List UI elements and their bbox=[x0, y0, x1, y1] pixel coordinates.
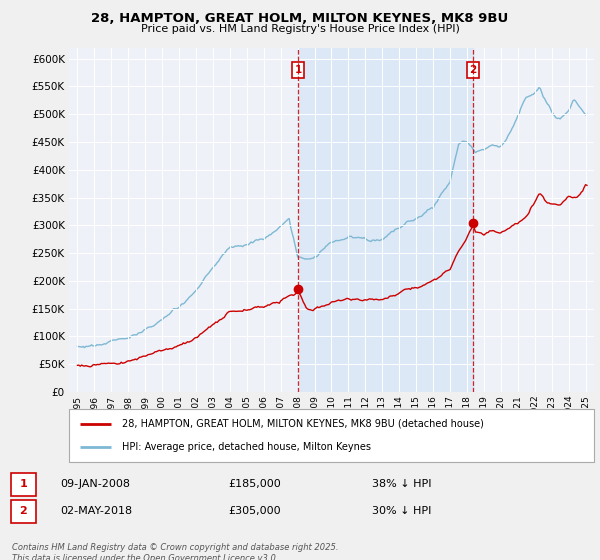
FancyBboxPatch shape bbox=[69, 409, 594, 462]
Text: Price paid vs. HM Land Registry's House Price Index (HPI): Price paid vs. HM Land Registry's House … bbox=[140, 24, 460, 34]
Text: 1: 1 bbox=[20, 479, 27, 489]
Text: Contains HM Land Registry data © Crown copyright and database right 2025.
This d: Contains HM Land Registry data © Crown c… bbox=[12, 543, 338, 560]
Text: £305,000: £305,000 bbox=[228, 506, 281, 516]
Text: 1: 1 bbox=[295, 65, 302, 75]
Text: 02-MAY-2018: 02-MAY-2018 bbox=[60, 506, 132, 516]
Text: 2: 2 bbox=[470, 65, 477, 75]
Text: 38% ↓ HPI: 38% ↓ HPI bbox=[372, 479, 431, 489]
Bar bbox=[298, 48, 473, 392]
Text: 28, HAMPTON, GREAT HOLM, MILTON KEYNES, MK8 9BU: 28, HAMPTON, GREAT HOLM, MILTON KEYNES, … bbox=[91, 12, 509, 25]
Text: HPI: Average price, detached house, Milton Keynes: HPI: Average price, detached house, Milt… bbox=[121, 442, 371, 452]
Text: 30% ↓ HPI: 30% ↓ HPI bbox=[372, 506, 431, 516]
Text: 28, HAMPTON, GREAT HOLM, MILTON KEYNES, MK8 9BU (detached house): 28, HAMPTON, GREAT HOLM, MILTON KEYNES, … bbox=[121, 419, 484, 429]
Text: 2: 2 bbox=[20, 506, 27, 516]
Text: £185,000: £185,000 bbox=[228, 479, 281, 489]
Text: 09-JAN-2008: 09-JAN-2008 bbox=[60, 479, 130, 489]
